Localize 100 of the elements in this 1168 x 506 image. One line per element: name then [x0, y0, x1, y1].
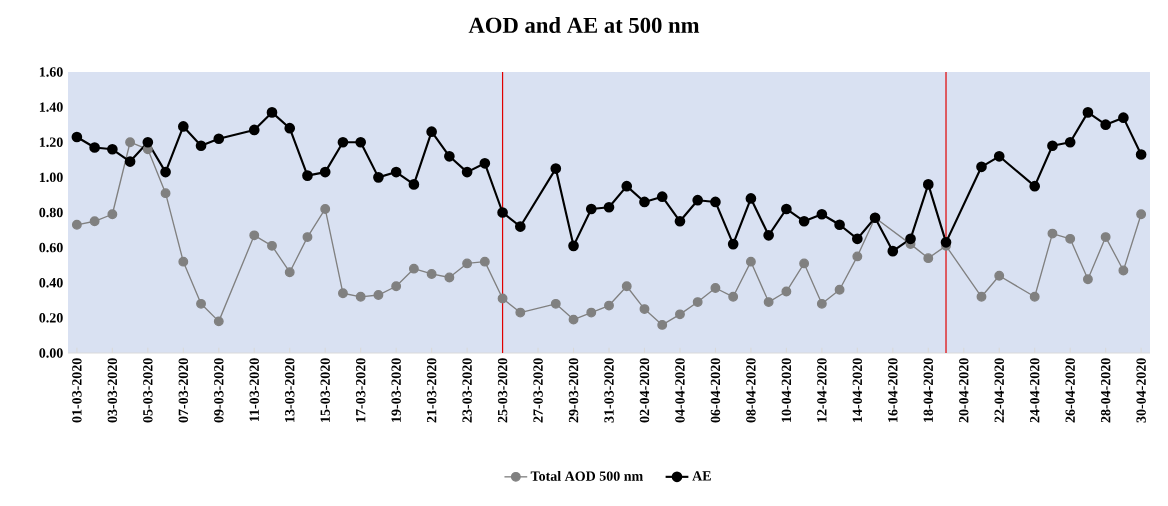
point	[763, 229, 774, 241]
point	[213, 316, 224, 327]
point	[656, 191, 668, 203]
point	[1029, 291, 1040, 302]
point	[355, 291, 366, 302]
point	[1118, 265, 1129, 276]
x-tick-label: 08-04-2020	[746, 358, 756, 423]
point	[497, 207, 508, 218]
point	[1047, 228, 1058, 239]
x-tick-label: 19-03-2020	[391, 358, 401, 422]
x-tick-label: 16-04-2020	[888, 358, 898, 422]
point	[177, 121, 189, 132]
point	[674, 215, 686, 227]
point	[586, 307, 597, 318]
point	[1082, 107, 1094, 118]
point	[426, 126, 437, 138]
y-tick-label: 1.40	[39, 102, 63, 112]
point	[444, 272, 455, 283]
point	[1082, 274, 1093, 285]
point	[816, 208, 828, 220]
y-tick-label: 1.00	[39, 172, 63, 183]
point	[710, 196, 721, 208]
point	[834, 219, 845, 231]
x-tick-label: 28-04-2020	[1100, 358, 1111, 423]
x-tick-label: 12-04-2020	[817, 358, 827, 422]
point	[976, 291, 987, 302]
point	[142, 136, 154, 148]
point	[799, 258, 810, 269]
point	[1064, 136, 1076, 148]
x-tick-label: 10-04-2020	[781, 358, 792, 422]
point	[195, 140, 207, 152]
x-tick-label: 17-03-2020	[355, 358, 366, 422]
point	[887, 245, 899, 257]
point	[550, 163, 562, 174]
point	[160, 188, 171, 199]
point	[125, 137, 136, 148]
point	[923, 253, 934, 264]
point	[798, 215, 810, 227]
point	[338, 288, 348, 299]
point	[426, 269, 437, 279]
point	[745, 193, 757, 204]
point	[284, 122, 296, 134]
legend-label: AE	[692, 471, 711, 481]
x-tick-label: 27-03-2020	[533, 358, 543, 423]
point	[851, 233, 863, 245]
point	[71, 131, 83, 143]
point	[816, 298, 827, 309]
point	[710, 283, 721, 293]
point	[107, 209, 118, 220]
point	[302, 170, 313, 181]
point	[692, 194, 704, 206]
point	[585, 203, 597, 215]
point	[124, 156, 136, 167]
point	[852, 251, 863, 262]
point	[337, 136, 349, 148]
x-tick-label: 15-03-2020	[320, 358, 330, 422]
point	[408, 263, 419, 274]
x-tick-label: 25-03-2020	[497, 358, 508, 423]
point	[391, 281, 402, 292]
x-tick-label: 23-03-2020	[462, 358, 472, 423]
y-tick-label: 1.20	[39, 137, 63, 147]
point	[692, 297, 703, 307]
point	[479, 256, 490, 267]
x-tick-label: 03-03-2020	[107, 358, 118, 423]
point	[196, 298, 206, 309]
x-tick-label: 20-04-2020	[959, 358, 969, 423]
point	[727, 238, 739, 250]
point	[408, 179, 420, 190]
point	[550, 298, 561, 309]
point	[89, 142, 100, 153]
point	[249, 230, 260, 241]
point	[657, 319, 668, 330]
x-tick-label: 01-03-2020	[72, 358, 82, 423]
x-tick-label: 22-04-2020	[994, 358, 1004, 423]
point	[675, 309, 685, 320]
point	[994, 270, 1005, 281]
point	[462, 258, 473, 269]
y-tick-label: 0.60	[39, 242, 63, 253]
point	[178, 256, 189, 267]
point	[444, 150, 455, 162]
point	[107, 143, 118, 155]
point	[248, 124, 260, 136]
y-tick-label: 0.20	[39, 313, 63, 323]
x-tick-label: 14-04-2020	[852, 358, 863, 422]
point	[355, 136, 367, 148]
x-tick-label: 13-03-2020	[285, 358, 295, 422]
x-tick-label: 09-03-2020	[214, 358, 224, 423]
point	[390, 166, 402, 178]
point	[1135, 149, 1147, 160]
point	[461, 166, 473, 178]
point	[320, 204, 331, 214]
point	[213, 133, 225, 145]
point	[514, 221, 526, 232]
point	[781, 203, 792, 215]
point	[1047, 140, 1058, 152]
point	[639, 196, 650, 208]
point	[728, 291, 739, 302]
x-tick-label: 02-04-2020	[639, 358, 650, 423]
x-tick-label: 06-04-2020	[710, 358, 721, 423]
y-tick-label: 1.60	[39, 67, 63, 77]
